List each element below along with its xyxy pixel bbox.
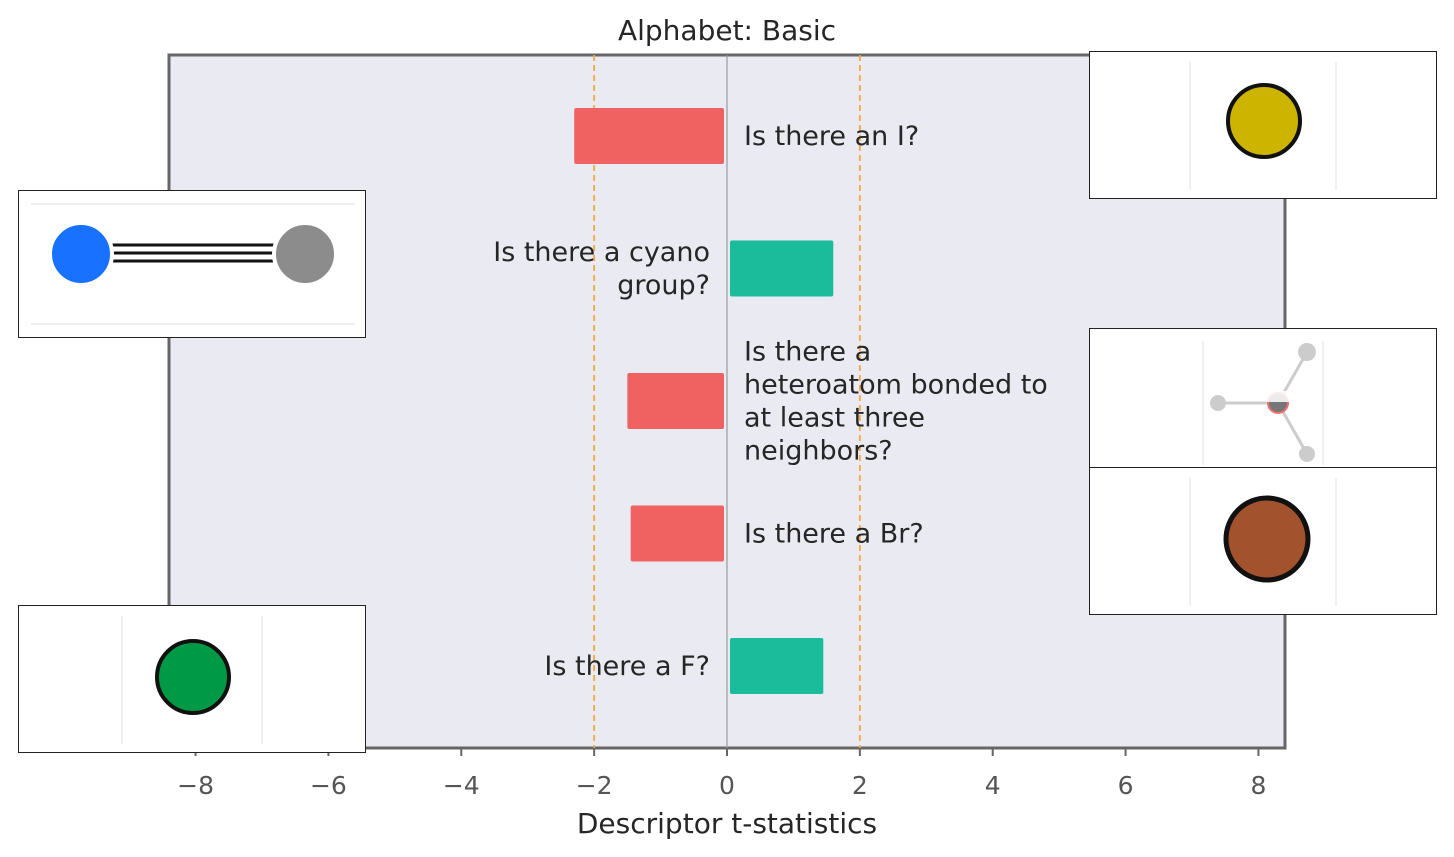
x-tick-label: −4	[443, 771, 480, 800]
bar	[630, 505, 724, 562]
x-axis-label: Descriptor t-statistics	[577, 807, 877, 840]
x-tick-label: −8	[177, 771, 214, 800]
carbon-atom-icon	[272, 221, 338, 287]
bar-label: Is there a heteroatom bonded to at least t…	[744, 337, 1048, 467]
neighbor-atom-icon	[1210, 395, 1226, 411]
bar	[574, 108, 724, 164]
fluorine-atom-icon	[155, 639, 231, 715]
x-tick-label: −6	[310, 771, 347, 800]
bar-label: Is there an I?	[744, 121, 919, 152]
neighbor-atom-icon	[1299, 446, 1315, 462]
x-tick-label: 2	[852, 771, 868, 800]
nitrogen-atom-icon	[48, 221, 114, 287]
x-tick-label: 8	[1250, 771, 1266, 800]
x-tick-label: 4	[985, 771, 1001, 800]
x-tick-label: −2	[576, 771, 613, 800]
chart-title: Alphabet: Basic	[618, 14, 836, 47]
iodine-atom-inset	[1089, 51, 1437, 199]
bar	[730, 240, 834, 297]
heteroatom-inset	[1089, 328, 1437, 476]
bar	[627, 373, 724, 429]
bromine-atom-icon	[1223, 495, 1311, 583]
bar-label: Is there a cyano group?	[493, 237, 710, 301]
neighbor-atom-icon	[1298, 343, 1316, 361]
iodine-atom-icon	[1226, 83, 1302, 159]
x-tick-label: 0	[719, 771, 735, 800]
bar-label: Is there a Br?	[744, 519, 924, 550]
bar-label: Is there a F?	[544, 651, 710, 682]
cyano-group-inset	[18, 190, 366, 338]
bromine-atom-inset	[1089, 467, 1437, 615]
x-tick-label: 6	[1118, 771, 1134, 800]
fluorine-atom-inset	[18, 605, 366, 753]
bar	[730, 638, 824, 694]
